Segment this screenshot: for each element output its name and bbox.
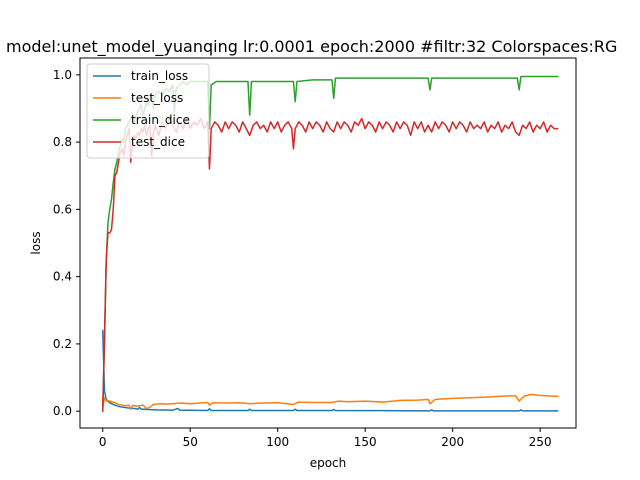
legend: train_loss test_loss train_dice test_dice [86,63,210,159]
legend-box [86,63,210,159]
x-tick-label: 50 [183,435,198,449]
y-axis: 0.0 0.2 0.4 0.6 0.8 1.0 [53,68,80,418]
y-tick-label: 1.0 [53,68,72,82]
y-tick-label: 0.8 [53,135,72,149]
x-tick-label: 150 [354,435,377,449]
y-axis-label: loss [29,231,43,254]
x-tick-label: 200 [441,435,464,449]
legend-label: test_dice [131,135,185,149]
y-tick-label: 0.2 [53,337,72,351]
x-axis-label: epoch [310,456,347,470]
x-tick-label: 100 [266,435,289,449]
series-line-test-loss [101,393,559,410]
x-tick-label: 250 [529,435,552,449]
legend-label: test_loss [131,91,183,105]
y-tick-label: 0.6 [53,202,72,216]
y-tick-label: 0.4 [53,270,72,284]
plot-frame [79,57,577,429]
legend-label: train_loss [131,69,188,83]
x-tick-label: 0 [99,435,107,449]
chart-title: model:unet_model_yuanqing lr:0.0001 epoc… [6,37,617,57]
legend-label: train_dice [131,113,190,127]
series-line-train-loss [101,329,559,412]
y-tick-label: 0.0 [53,404,72,418]
x-axis: 0 50 100 150 200 250 [99,428,552,449]
